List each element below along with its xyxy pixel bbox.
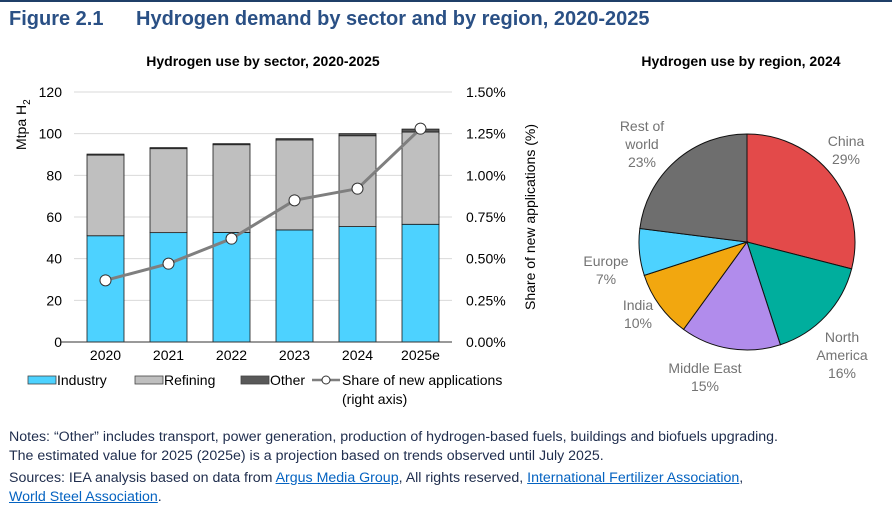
y2-tick-label: 0.75% xyxy=(466,209,506,225)
pie-label-name: world xyxy=(624,136,658,152)
bar-industry-2020 xyxy=(86,235,125,343)
legend-swatch-refining xyxy=(134,375,164,385)
legend-label-industry: Industry xyxy=(57,372,107,388)
pie-slice-china xyxy=(746,133,856,270)
legend-point-swatch xyxy=(321,375,331,385)
y-tick-label: 20 xyxy=(46,292,62,308)
y2-tick-label: 1.00% xyxy=(466,167,506,183)
bar-other-2022 xyxy=(212,143,251,146)
bar-industry-2025e xyxy=(401,223,440,343)
share-line xyxy=(105,127,422,282)
sources-mid: , All rights reserved, xyxy=(398,470,528,486)
y2-tick-label: 1.25% xyxy=(466,126,506,142)
notes: Notes: “Other” includes transport, power… xyxy=(9,428,889,507)
figure-title: Hydrogen demand by sector and by region,… xyxy=(136,8,650,30)
x-tick-label: 2021 xyxy=(153,347,184,363)
bar-other-2020 xyxy=(86,153,125,156)
pie-label-name: India xyxy=(623,297,654,313)
pie-chart-title: Hydrogen use by region, 2024 xyxy=(641,53,840,69)
legend-swatch-other xyxy=(240,375,270,385)
pie-label-north-america: North America 16% xyxy=(816,329,868,381)
link-ifa[interactable]: International Fertilizer Association xyxy=(527,470,740,486)
pie-label-europe: Europe 7% xyxy=(583,253,628,287)
bar-refining-2021 xyxy=(149,148,188,234)
y-axis-title-subscript: 2 xyxy=(22,99,33,105)
figure-heading: Figure 2.1 Hydrogen demand by sector and… xyxy=(9,8,650,31)
pie-label-india: India 10% xyxy=(623,297,654,331)
share-point xyxy=(288,194,301,207)
pie-label-name: North xyxy=(825,329,859,345)
pie-slice-middle-east xyxy=(682,240,782,351)
top-rule xyxy=(0,0,892,2)
pie-label-china: China 29% xyxy=(828,133,865,167)
y-tick-label: 80 xyxy=(46,167,62,183)
bar-other-2024 xyxy=(338,133,377,137)
y2-tick-label: 1.50% xyxy=(466,84,506,100)
pie-label-pct: 23% xyxy=(628,154,656,170)
note-line-2: The estimated value for 2025 (2025e) is … xyxy=(9,448,604,464)
bar-industry-2021 xyxy=(149,232,188,343)
x-tick-label: 2025e xyxy=(401,347,440,363)
share-point xyxy=(99,274,112,287)
link-argus[interactable]: Argus Media Group xyxy=(275,470,399,486)
sources-end: . xyxy=(157,489,162,505)
figure-number: Figure 2.1 xyxy=(9,8,104,30)
legend-label-share: Share of new applications xyxy=(342,372,502,388)
bar-industry-2022 xyxy=(212,232,251,343)
pie-label-name: China xyxy=(828,133,865,149)
pie-label-rest-of-world: Rest of world 23% xyxy=(620,118,664,170)
link-worldsteel[interactable]: World Steel Association xyxy=(9,489,158,505)
x-tick-label: 2024 xyxy=(342,347,373,363)
bar-other-2021 xyxy=(149,147,188,150)
y2-tick-label: 0.50% xyxy=(466,251,506,267)
y-tick-label: 40 xyxy=(46,251,62,267)
pie-label-pct: 16% xyxy=(828,365,856,381)
y2-axis-title: Share of new applications (%) xyxy=(522,124,538,310)
bar-industry-2024 xyxy=(338,226,377,343)
bar-refining-2024 xyxy=(338,135,377,227)
pie-label-pct: 29% xyxy=(832,151,860,167)
legend-label-right-axis: (right axis) xyxy=(342,391,407,407)
y2-tick-label: 0.25% xyxy=(466,292,506,308)
legend-label-other: Other xyxy=(270,372,305,388)
pie-label-pct: 7% xyxy=(596,271,616,287)
note-line-1: Notes: “Other” includes transport, power… xyxy=(9,429,778,445)
y-tick-label: 60 xyxy=(46,209,62,225)
share-point xyxy=(162,257,175,270)
bar-industry-2023 xyxy=(275,229,314,343)
x-tick-label: 2022 xyxy=(216,347,247,363)
sources: Sources: IEA analysis based on data from… xyxy=(9,469,889,507)
pie-label-name: Rest of xyxy=(620,118,664,134)
bar-refining-2022 xyxy=(212,144,251,233)
pie-slice-rest-of-world xyxy=(639,133,748,243)
pie-label-name: America xyxy=(816,347,868,363)
pie-label-name: Middle East xyxy=(668,360,741,376)
y-tick-label: 0 xyxy=(54,334,62,350)
legend-label-refining: Refining xyxy=(164,372,215,388)
share-point xyxy=(414,122,427,135)
x-tick-label: 2023 xyxy=(279,347,310,363)
y-tick-label: 120 xyxy=(39,84,63,100)
pie-label-name: Europe xyxy=(583,253,628,269)
pie-label-pct: 15% xyxy=(691,378,719,394)
charts: Hydrogen use by sector, 2020-2025 0 20 40 60… xyxy=(13,53,868,407)
sources-prefix: Sources: IEA analysis based on data from xyxy=(9,470,276,486)
bar-refining-2025e xyxy=(401,131,440,225)
y-axis-title: Mtpa H2 xyxy=(13,99,33,150)
bar-refining-2020 xyxy=(86,154,125,237)
sources-comma: , xyxy=(739,470,744,486)
legend-swatch-industry xyxy=(27,375,57,385)
pie-label-pct: 10% xyxy=(624,315,652,331)
pie-label-middle-east: Middle East 15% xyxy=(668,360,741,394)
pie-slice-north-america xyxy=(746,241,853,346)
bar-refining-2023 xyxy=(275,139,314,231)
share-point xyxy=(225,232,238,245)
bar-chart-title: Hydrogen use by sector, 2020-2025 xyxy=(146,53,380,69)
x-tick-label: 2020 xyxy=(90,347,121,363)
y-tick-label: 100 xyxy=(39,126,63,142)
share-point xyxy=(351,182,364,195)
bar-other-2023 xyxy=(275,138,314,141)
y2-tick-label: 0.00% xyxy=(466,334,506,350)
